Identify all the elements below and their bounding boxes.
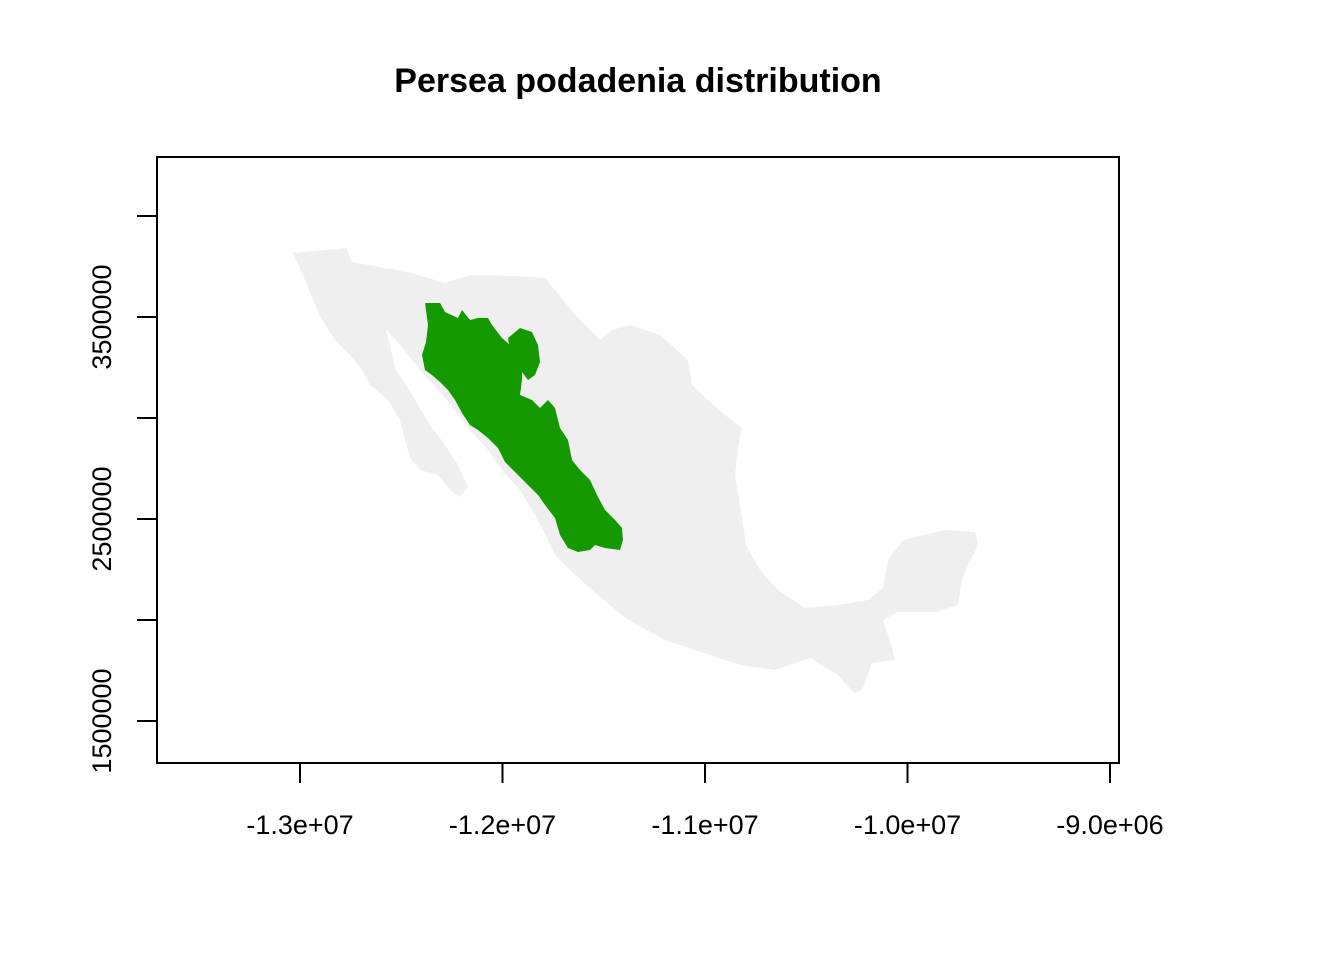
map-layers bbox=[293, 248, 978, 693]
species-distribution bbox=[422, 303, 623, 552]
x-tick-label: -1.0e+07 bbox=[854, 810, 961, 840]
y-tick-label: 1500000 bbox=[87, 668, 117, 773]
x-axis: -1.3e+07 -1.2e+07 -1.1e+07 -1.0e+07 -9.0e+06 bbox=[246, 762, 1164, 840]
y-axis: 1500000 2500000 3500000 bbox=[87, 215, 158, 774]
x-tick-label: -1.2e+07 bbox=[449, 810, 556, 840]
x-tick-label: -1.1e+07 bbox=[651, 810, 758, 840]
x-tick-label: -1.3e+07 bbox=[246, 810, 353, 840]
mexico-basemap bbox=[293, 248, 978, 693]
y-tick-label: 2500000 bbox=[87, 466, 117, 571]
y-tick-label: 3500000 bbox=[87, 264, 117, 369]
chart-title: Persea podadenia distribution bbox=[394, 62, 881, 100]
x-tick-label: -9.0e+06 bbox=[1056, 810, 1163, 840]
